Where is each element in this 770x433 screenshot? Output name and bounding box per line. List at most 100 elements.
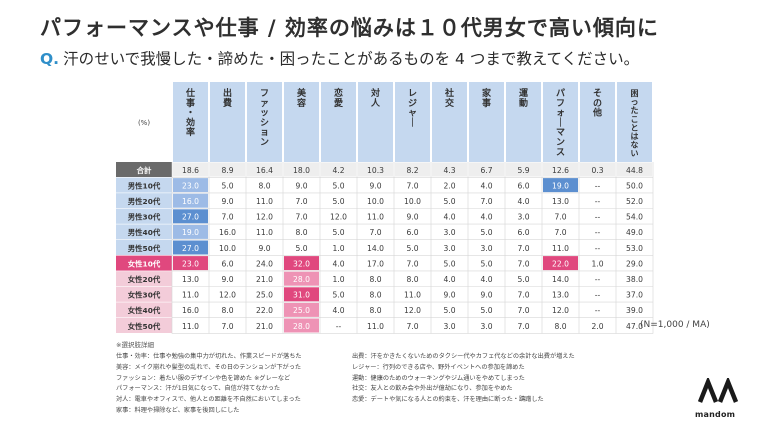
page-title: パフォーマンスや仕事 / 効率の悩みは１０代男女で高い傾向に <box>40 16 659 40</box>
data-value: 7.0 <box>406 259 418 268</box>
column-header-label: 運動 <box>519 88 528 109</box>
column-header-cell <box>506 82 541 162</box>
data-value: 6.0 <box>517 181 529 190</box>
data-value: 27.0 <box>182 244 199 253</box>
data-value: 7.0 <box>295 213 307 222</box>
highlight-cell <box>284 287 319 302</box>
data-value: 25.0 <box>256 291 273 300</box>
notes-right: 出費：汗をかきたくないためのタクシー代やカフェ代などの余計な出費が増えた レジャ… <box>352 352 575 406</box>
total-cell <box>617 162 652 177</box>
data-value: 16.0 <box>182 306 199 315</box>
survey-table: (%) 仕事・効率 出費 ファッション 美容 恋愛 対人 レジャ｜ 社交 家事 運動 パフォ｜マンス そ… <box>116 82 654 334</box>
question-text: 汗のせいで我慢した・諦めた・困ったことがあるものを 4 つまで教えてください。 <box>63 50 640 68</box>
total-cell <box>543 162 578 177</box>
column-header-label: ファッション <box>260 89 269 148</box>
highlight-cell <box>173 178 208 193</box>
highlight-cell <box>173 193 208 208</box>
data-value: 8.0 <box>369 306 381 315</box>
data-value: 9.0 <box>406 213 418 222</box>
data-value: 50.0 <box>626 181 643 190</box>
column-header-cell <box>247 82 282 162</box>
data-value: 7.0 <box>554 228 566 237</box>
data-value: 12.0 <box>330 213 347 222</box>
note-line: 恋愛：デートや気になる人との約束を、汗を理由に断った・躊躇した <box>352 396 544 404</box>
row-label: 女性40代 <box>128 306 161 315</box>
data-value: 8.9 <box>221 166 233 175</box>
data-value: 4.0 <box>480 181 492 190</box>
total-cell <box>247 162 282 177</box>
total-cell <box>321 162 356 177</box>
highlight-cell <box>543 178 578 193</box>
data-value: 29.0 <box>626 259 643 268</box>
row-label: 女性30代 <box>128 291 161 300</box>
data-value: 31.0 <box>293 291 310 300</box>
data-value: 52.0 <box>626 197 643 206</box>
column-header-label: 困ったことはない <box>631 89 639 158</box>
question-line: Q. 汗のせいで我慢した・諦めた・困ったことがあるものを 4 つまで教えてください… <box>40 47 639 69</box>
data-value: 19.0 <box>552 181 569 190</box>
data-value: 9.0 <box>295 181 307 190</box>
column-header-label: 仕事・効率 <box>185 87 195 138</box>
data-value: 16.0 <box>182 197 199 206</box>
data-value: 7.0 <box>517 306 529 315</box>
note-line: パフォーマンス：汗が1日気になって、自信が持てなかった <box>116 385 281 393</box>
data-value: 9.0 <box>369 181 381 190</box>
row-label-cell <box>116 286 172 302</box>
column-header-label: 恋愛 <box>334 87 343 109</box>
data-value: 12.6 <box>552 166 569 175</box>
column-header-label: レジャ｜ <box>408 88 417 128</box>
data-value: -- <box>595 275 601 284</box>
data-value: 18.6 <box>182 166 199 175</box>
note-line: 社交：友人との飲み会や外出が億劫になり、参加をやめた <box>352 385 513 393</box>
row-label-cell <box>116 177 172 193</box>
highlight-cell <box>173 240 208 255</box>
data-value: 3.0 <box>480 244 492 253</box>
data-value: 5.0 <box>332 181 344 190</box>
data-value: 11.0 <box>367 213 384 222</box>
column-header-label: 社交 <box>444 87 454 109</box>
data-value: -- <box>595 181 601 190</box>
data-value: 16.4 <box>256 166 273 175</box>
data-value: 17.0 <box>367 259 384 268</box>
sample-size-note: (N=1,000 / MA) <box>640 320 710 330</box>
data-value: -- <box>595 244 601 253</box>
highlight-cell <box>173 224 208 239</box>
data-value: 7.0 <box>369 228 381 237</box>
data-value: 5.9 <box>517 166 529 175</box>
total-cell <box>580 162 615 177</box>
data-value: 6.0 <box>221 259 233 268</box>
row-label: 男性30代 <box>128 213 161 222</box>
column-header-cell <box>617 82 652 162</box>
data-value: 4.0 <box>517 197 529 206</box>
data-value: 5.0 <box>443 197 455 206</box>
data-value: 0.3 <box>591 166 603 175</box>
total-cell <box>469 162 504 177</box>
column-header-cell <box>210 82 245 162</box>
column-header-label: パフォ｜マンス <box>556 87 565 158</box>
total-cell <box>284 162 319 177</box>
column-header-cell <box>469 82 504 162</box>
note-line: レジャー：行列のできる店や、野外イベントへの参加を諦めた <box>352 363 525 371</box>
data-value: 4.2 <box>332 166 344 175</box>
data-value: 7.0 <box>480 197 492 206</box>
data-value: 2.0 <box>443 181 455 190</box>
data-value: 2.0 <box>591 322 603 331</box>
data-value: 19.0 <box>182 228 199 237</box>
data-value: 9.0 <box>480 291 492 300</box>
column-header-cell <box>432 82 467 162</box>
data-value: 11.0 <box>182 291 199 300</box>
data-value: 39.0 <box>626 306 643 315</box>
data-value: 49.0 <box>626 228 643 237</box>
notes-left: 仕事・効率：仕事や勉強の集中力が切れた、作業スピードが落ちた 美容：メイク崩れや… <box>116 352 302 417</box>
column-header-label: 美容 <box>296 87 307 109</box>
data-value: 21.0 <box>256 275 273 284</box>
data-value: 9.0 <box>258 244 270 253</box>
data-value: 4.0 <box>332 306 344 315</box>
data-value: 8.0 <box>554 322 566 331</box>
row-label-cell <box>116 302 172 318</box>
brand-name: mandom <box>695 410 736 419</box>
data-value: 21.0 <box>256 322 273 331</box>
data-value: 22.0 <box>552 259 569 268</box>
data-value: -- <box>595 291 601 300</box>
data-value: 11.0 <box>552 244 569 253</box>
